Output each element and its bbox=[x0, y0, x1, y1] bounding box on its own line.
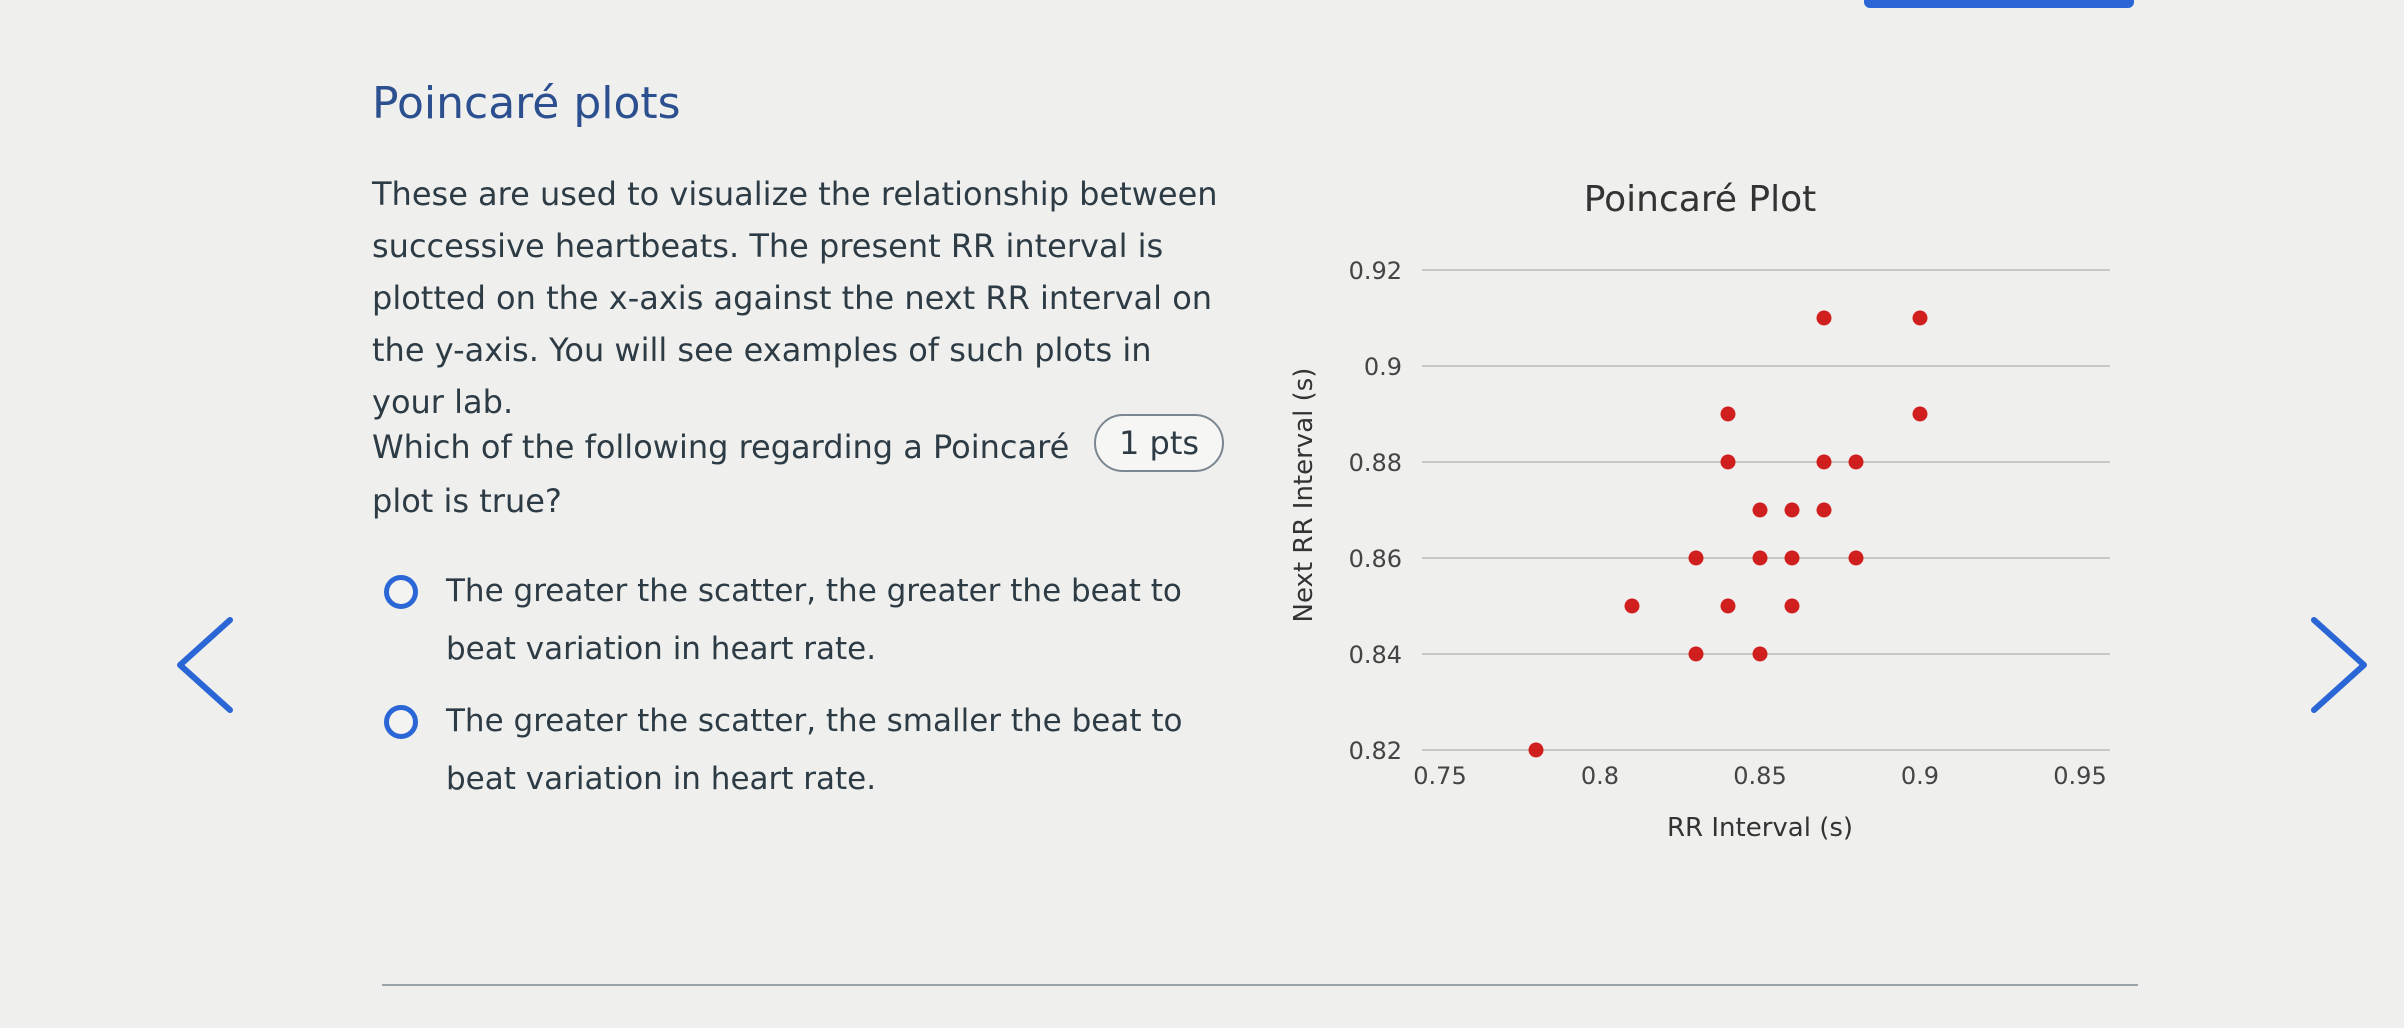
scatter-point bbox=[1720, 406, 1736, 422]
intro-paragraph: These are used to visualize the relation… bbox=[372, 175, 1218, 421]
scatter-point bbox=[1528, 742, 1544, 758]
x-axis-ticks: 0.75 0.8 0.85 0.9 0.95 bbox=[1413, 762, 2106, 790]
y-axis-ticks: 0.82 0.84 0.86 0.88 0.9 0.92 bbox=[1349, 257, 1402, 765]
scatter-point bbox=[1752, 550, 1768, 566]
scatter-point bbox=[1752, 646, 1768, 662]
chevron-right-icon bbox=[2311, 617, 2367, 713]
scatter-point bbox=[1848, 454, 1864, 470]
scatter-point bbox=[1624, 598, 1640, 614]
top-accent-bar bbox=[1864, 0, 2134, 8]
y-tick-label: 0.92 bbox=[1349, 257, 1402, 285]
scatter-point bbox=[1816, 454, 1832, 470]
scatter-point bbox=[1816, 310, 1832, 326]
x-tick-label: 0.75 bbox=[1413, 762, 1466, 790]
radio-button-1[interactable] bbox=[384, 575, 418, 609]
scatter-point bbox=[1784, 550, 1800, 566]
x-tick-label: 0.8 bbox=[1581, 762, 1619, 790]
x-tick-label: 0.9 bbox=[1901, 762, 1939, 790]
scatter-point bbox=[1912, 310, 1928, 326]
chevron-left-icon bbox=[177, 617, 233, 713]
scatter-point bbox=[1688, 550, 1704, 566]
scatter-point bbox=[1912, 406, 1928, 422]
x-axis-label: RR Interval (s) bbox=[1667, 813, 1853, 843]
chart-svg: Poincaré Plot Next RR Interval (s) RR In… bbox=[1289, 179, 2110, 843]
y-tick-label: 0.86 bbox=[1349, 545, 1402, 573]
answer-option-2[interactable]: The greater the scatter, the smaller the… bbox=[384, 692, 1184, 808]
points-badge: 1 pts bbox=[1094, 414, 1224, 472]
scatter-points bbox=[1528, 310, 1928, 758]
poincare-chart: Poincaré Plot Next RR Interval (s) RR In… bbox=[1270, 160, 2130, 860]
scatter-point bbox=[1784, 502, 1800, 518]
next-page-button[interactable] bbox=[2284, 610, 2394, 720]
chart-title: Poincaré Plot bbox=[1584, 179, 1817, 220]
scatter-point bbox=[1720, 598, 1736, 614]
scatter-point bbox=[1720, 454, 1736, 470]
question-text: Which of the following regarding a Poinc… bbox=[372, 428, 1070, 520]
scatter-point bbox=[1688, 646, 1704, 662]
scatter-point bbox=[1784, 598, 1800, 614]
answer-option-1-label: The greater the scatter, the greater the… bbox=[446, 573, 1182, 667]
radio-button-2[interactable] bbox=[384, 705, 418, 739]
y-tick-label: 0.9 bbox=[1364, 353, 1402, 381]
answer-option-2-label: The greater the scatter, the smaller the… bbox=[446, 703, 1183, 797]
y-tick-label: 0.82 bbox=[1349, 737, 1402, 765]
answer-option-1[interactable]: The greater the scatter, the greater the… bbox=[384, 562, 1184, 678]
y-axis-label: Next RR Interval (s) bbox=[1289, 368, 1319, 623]
bottom-divider bbox=[382, 984, 2138, 986]
x-tick-label: 0.85 bbox=[1733, 762, 1786, 790]
y-tick-label: 0.88 bbox=[1349, 449, 1402, 477]
scatter-point bbox=[1816, 502, 1832, 518]
x-tick-label: 0.95 bbox=[2053, 762, 2106, 790]
scatter-point bbox=[1752, 502, 1768, 518]
y-tick-label: 0.84 bbox=[1349, 641, 1402, 669]
previous-page-button[interactable] bbox=[150, 610, 260, 720]
section-title: Poincaré plots bbox=[372, 78, 681, 129]
scatter-point bbox=[1848, 550, 1864, 566]
